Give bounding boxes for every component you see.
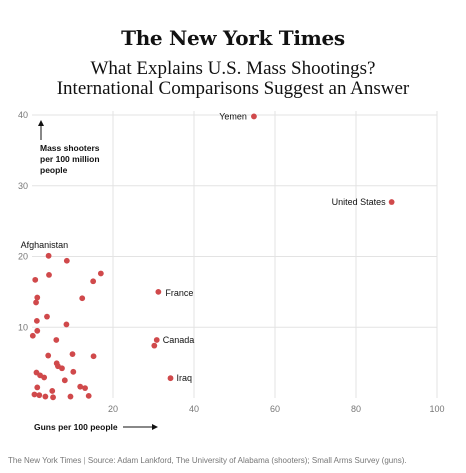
headline-line-2: International Comparisons Suggest an Ans… xyxy=(56,78,410,99)
data-point xyxy=(34,384,41,391)
headline-line-1: What Explains U.S. Mass Shootings? xyxy=(90,58,376,79)
data-point xyxy=(45,352,52,359)
data-point xyxy=(79,295,86,302)
data-point xyxy=(67,393,74,400)
data-point xyxy=(97,270,104,277)
data-point xyxy=(69,351,76,358)
x-tick-label: 100 xyxy=(429,404,444,414)
data-point xyxy=(42,393,49,400)
data-point xyxy=(155,288,162,295)
point-label: United States xyxy=(332,197,387,207)
data-point xyxy=(44,313,50,320)
data-point xyxy=(36,392,43,399)
data-point xyxy=(32,276,39,283)
data-point xyxy=(33,299,39,306)
data-point xyxy=(45,252,52,259)
footer: The New York Times | Source: Adam Lankfo… xyxy=(8,456,464,465)
data-point xyxy=(167,375,174,382)
point-label: Yemen xyxy=(219,111,247,121)
y-tick-label: 20 xyxy=(18,252,28,262)
x-tick-label: 60 xyxy=(270,404,280,414)
point-label: Iraq xyxy=(177,373,193,383)
y-tick-label: 30 xyxy=(18,181,28,191)
y-axis-label: per 100 million xyxy=(40,154,100,164)
data-point xyxy=(61,377,68,384)
data-point xyxy=(153,337,160,343)
data-point xyxy=(85,392,92,399)
data-point xyxy=(50,394,56,401)
data-point xyxy=(70,368,77,375)
data-point xyxy=(63,321,70,328)
y-axis-arrowhead xyxy=(38,120,44,126)
data-point xyxy=(388,199,395,205)
data-point xyxy=(63,257,70,264)
data-point xyxy=(34,294,41,301)
footer-publisher: The New York Times xyxy=(8,456,82,465)
x-tick-label: 20 xyxy=(108,404,118,414)
y-tick-label: 40 xyxy=(18,110,28,120)
data-point xyxy=(29,332,36,339)
data-point xyxy=(90,278,97,285)
data-point xyxy=(49,388,56,394)
data-point xyxy=(77,383,84,390)
data-point xyxy=(59,365,65,372)
footer-separator: | xyxy=(83,456,86,465)
y-axis-label: people xyxy=(40,165,68,175)
data-point xyxy=(33,317,40,324)
x-axis-label: Guns per 100 people xyxy=(34,422,118,432)
point-label: France xyxy=(165,288,193,298)
data-point xyxy=(34,327,41,334)
data-point xyxy=(31,391,38,398)
data-point xyxy=(151,342,158,349)
point-label: Canada xyxy=(163,335,195,345)
y-tick-label: 10 xyxy=(18,322,28,332)
data-point xyxy=(53,337,60,343)
data-point xyxy=(82,385,88,391)
x-tick-label: 80 xyxy=(351,404,361,414)
point-label: Afghanistan xyxy=(21,240,69,250)
data-point xyxy=(90,353,97,360)
y-axis-label: Mass shooters xyxy=(40,143,100,153)
x-tick-label: 40 xyxy=(189,404,199,414)
data-point xyxy=(46,271,52,278)
footer-source: Source: Adam Lankford, The University of… xyxy=(87,456,407,465)
data-point xyxy=(251,113,257,120)
x-axis-arrowhead xyxy=(152,424,158,430)
masthead-logo: The New York Times xyxy=(121,26,345,50)
data-point xyxy=(41,374,48,381)
